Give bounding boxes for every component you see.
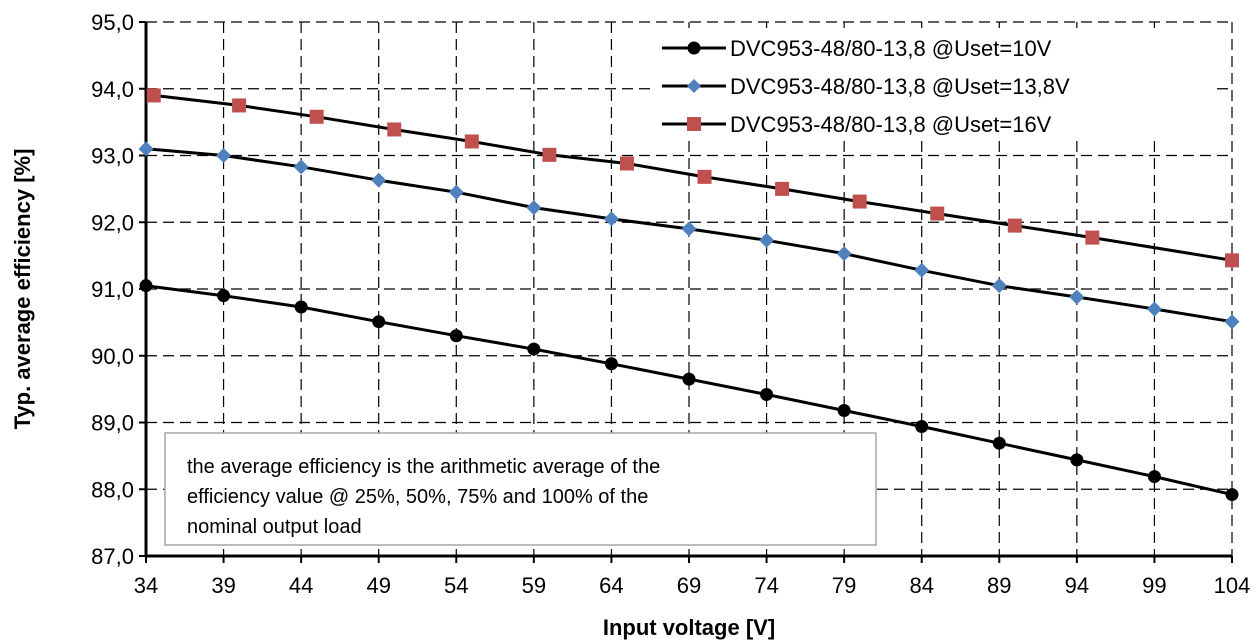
annotation-line-2: efficiency value @ 25%, 50%, 75% and 100… [187,486,648,508]
legend-marker-diamond [687,79,701,93]
y-tick-label: 93,0 [91,144,134,169]
data-point [372,315,386,329]
x-tick-label: 39 [211,573,235,598]
x-tick-label: 49 [366,573,390,598]
y-axis-title: Typ. average efficiency [%] [10,149,35,430]
data-point [1069,289,1085,305]
data-point [914,262,930,278]
x-tick-label: 69 [677,573,701,598]
data-point [1147,470,1161,484]
y-tick-label: 87,0 [91,544,134,569]
series-2 [138,141,1240,330]
data-point [139,279,153,293]
y-tick-label: 92,0 [91,210,134,235]
annotation-line-3: nominal output load [187,516,362,538]
x-tick-label: 64 [599,573,623,598]
data-point [1224,314,1240,330]
data-point [464,134,479,149]
data-point [682,372,696,386]
y-tick-label: 89,0 [91,411,134,436]
x-axis-title: Input voltage [V] [603,615,775,640]
x-tick-label: 84 [909,573,933,598]
data-point [837,403,851,417]
data-point [309,109,324,124]
data-point [619,156,634,171]
series [138,88,1240,502]
series-line [153,93,1233,262]
data-point [759,232,775,248]
annotation-line-1: the average efficiency is the arithmetic… [187,456,660,478]
data-point [527,342,541,356]
data-point [232,98,247,113]
data-point [1225,488,1239,502]
data-point [526,200,542,216]
data-point [1146,301,1162,317]
data-point [146,88,161,103]
data-point [681,221,697,237]
data-point [915,420,929,434]
annotation-box: the average efficiency is the arithmetic… [164,432,877,546]
data-point [775,181,790,196]
series-1 [139,279,1239,502]
x-tick-label: 79 [832,573,856,598]
legend-label-13-8v: DVC953-48/80-13,8 @Uset=13,8V [730,74,1070,99]
x-tick-label: 74 [754,573,778,598]
data-point [294,300,308,314]
legend-entry-13-8v: DVC953-48/80-13,8 @Uset=13,8V [662,74,1070,99]
data-point [760,387,774,401]
annotation-frame [164,432,877,546]
x-tick-label: 34 [134,573,158,598]
data-point [371,172,387,188]
legend-marker-square [687,117,701,131]
data-point [1225,253,1239,268]
x-tick-label: 89 [987,573,1011,598]
legend-entry-10v: DVC953-48/80-13,8 @Uset=10V [662,36,1052,61]
x-tick-label: 44 [289,573,313,598]
data-point [992,436,1006,450]
data-point [387,122,402,137]
y-tick-label: 94,0 [91,77,134,102]
data-point [1007,218,1022,233]
x-tick-label: 104 [1214,573,1251,598]
legend-background [655,28,1217,141]
data-point [216,148,232,163]
data-point [448,184,464,200]
data-point [603,211,619,227]
data-point [542,147,557,162]
x-tick-label: 59 [522,573,546,598]
legend-label-16v: DVC953-48/80-13,8 @Uset=16V [730,112,1052,137]
x-tick-label: 99 [1142,573,1166,598]
data-point [1070,453,1084,467]
series-3 [146,88,1239,268]
legend-entry-16v: DVC953-48/80-13,8 @Uset=16V [662,112,1052,137]
x-tick-label: 54 [444,573,468,598]
y-tick-label: 91,0 [91,277,134,302]
y-tick-label: 88,0 [91,477,134,502]
x-tick-label: 94 [1065,573,1089,598]
data-point [138,141,154,157]
x-axis-ticks: 34 39 44 49 54 59 64 69 74 79 84 89 94 99 104 [134,556,1251,598]
data-point [604,357,618,371]
data-point [991,278,1007,294]
legend: DVC953-48/80-13,8 @Uset=10V DVC953-48/80… [655,28,1217,141]
y-axis-ticks: 87,0 88,0 89,0 90,0 91,0 92,0 93,0 94,0 95,0 [91,10,146,569]
y-tick-label: 95,0 [91,10,134,35]
data-point [836,246,852,262]
data-point [449,329,463,343]
data-point [293,159,309,175]
legend-label-10v: DVC953-48/80-13,8 @Uset=10V [730,36,1052,61]
y-tick-label: 90,0 [91,344,134,369]
data-point [697,169,712,184]
legend-marker-circle [687,41,701,55]
data-point [930,206,945,221]
data-point [217,289,231,303]
data-point [1085,230,1100,245]
data-point [852,194,867,209]
